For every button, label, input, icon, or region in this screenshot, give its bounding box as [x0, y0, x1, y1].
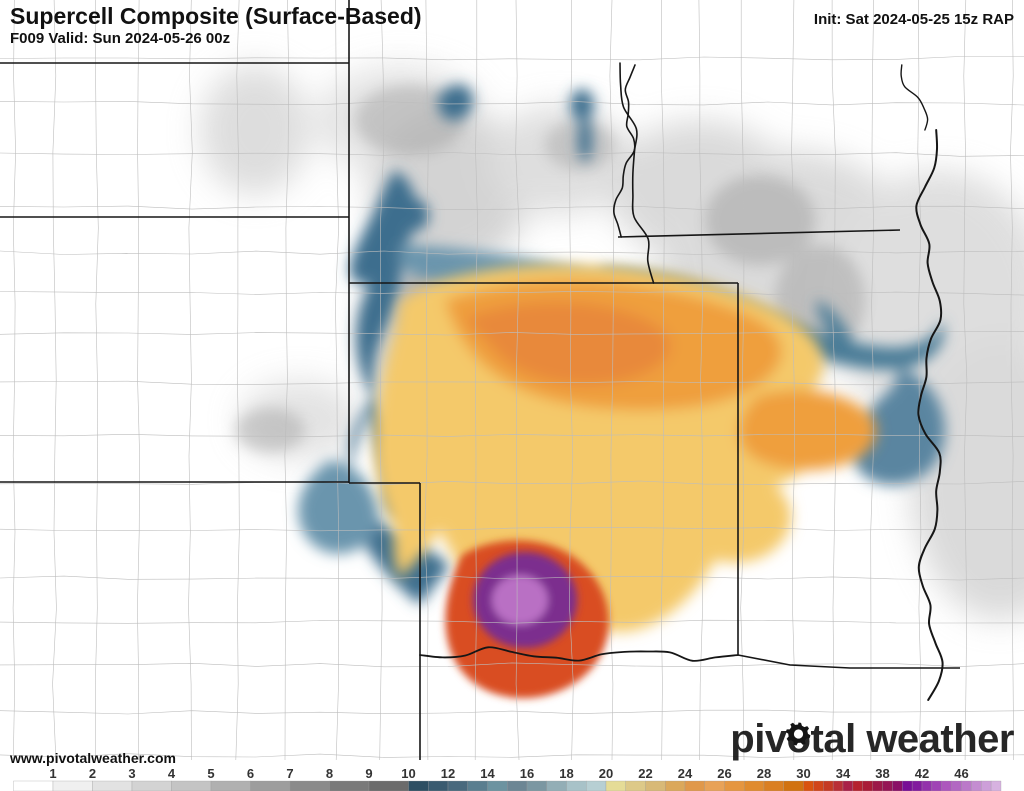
- svg-text:10: 10: [401, 766, 415, 781]
- svg-text:42: 42: [915, 766, 929, 781]
- svg-text:pivotal weather: pivotal weather: [730, 717, 1014, 761]
- svg-text:18: 18: [559, 766, 573, 781]
- svg-text:5: 5: [207, 766, 214, 781]
- svg-text:46: 46: [954, 766, 968, 781]
- svg-text:Init: Sat 2024-05-25 15z RAP: Init: Sat 2024-05-25 15z RAP: [814, 11, 1014, 28]
- svg-text:30: 30: [796, 766, 810, 781]
- svg-text:34: 34: [836, 766, 851, 781]
- svg-text:9: 9: [365, 766, 372, 781]
- svg-text:12: 12: [441, 766, 455, 781]
- svg-text:3: 3: [128, 766, 135, 781]
- svg-text:4: 4: [168, 766, 176, 781]
- svg-text:1: 1: [49, 766, 56, 781]
- svg-text:www.pivotalweather.com: www.pivotalweather.com: [9, 750, 176, 766]
- svg-text:24: 24: [678, 766, 693, 781]
- svg-text:22: 22: [638, 766, 652, 781]
- svg-text:7: 7: [286, 766, 293, 781]
- svg-text:8: 8: [326, 766, 333, 781]
- svg-text:26: 26: [717, 766, 731, 781]
- svg-text:6: 6: [247, 766, 254, 781]
- svg-text:F009 Valid: Sun 2024-05-26 00z: F009 Valid: Sun 2024-05-26 00z: [10, 30, 230, 47]
- svg-text:28: 28: [757, 766, 771, 781]
- svg-text:14: 14: [480, 766, 495, 781]
- svg-text:38: 38: [875, 766, 889, 781]
- svg-text:Supercell Composite (Surface-B: Supercell Composite (Surface-Based): [10, 3, 422, 29]
- svg-text:2: 2: [89, 766, 96, 781]
- svg-text:16: 16: [520, 766, 534, 781]
- svg-text:20: 20: [599, 766, 613, 781]
